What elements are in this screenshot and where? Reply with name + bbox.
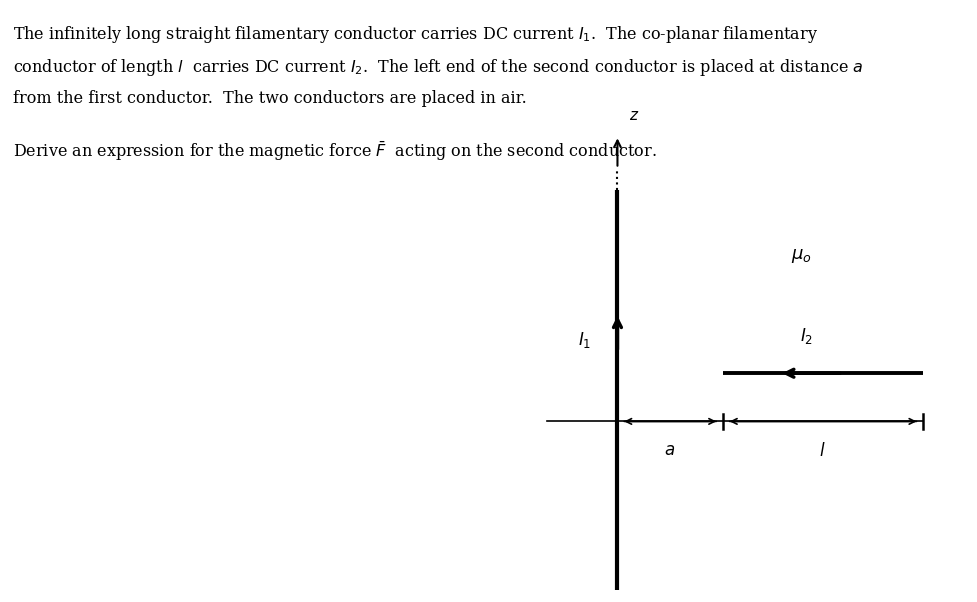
Text: The infinitely long straight filamentary conductor carries DC current $I_1$.  Th: The infinitely long straight filamentary… xyxy=(13,24,818,45)
Text: $\mu_o$: $\mu_o$ xyxy=(790,247,812,265)
Text: $z$: $z$ xyxy=(629,110,640,123)
Text: Derive an expression for the magnetic force $\bar{F}$  acting on the second cond: Derive an expression for the magnetic fo… xyxy=(13,140,657,163)
Text: $I_1$: $I_1$ xyxy=(577,330,591,350)
Text: conductor of length $l$  carries DC current $I_2$.  The left end of the second c: conductor of length $l$ carries DC curre… xyxy=(13,57,864,78)
Text: from the first conductor.  The two conductors are placed in air.: from the first conductor. The two conduc… xyxy=(13,90,527,107)
Text: $a$: $a$ xyxy=(663,442,675,459)
Text: $I_2$: $I_2$ xyxy=(800,326,814,346)
Text: $l$: $l$ xyxy=(820,442,826,461)
